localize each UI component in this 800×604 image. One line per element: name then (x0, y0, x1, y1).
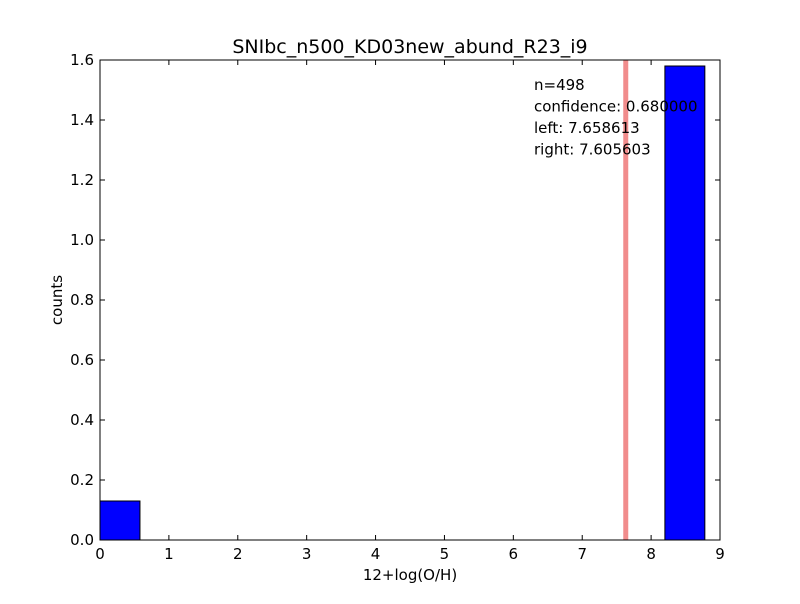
y-axis-label: counts (48, 275, 66, 325)
x-tick-label: 5 (440, 545, 450, 563)
y-tick-label: 0.0 (70, 531, 94, 549)
x-tick-label: 3 (302, 545, 312, 563)
x-tick-label: 4 (371, 545, 381, 563)
chart-title: SNIbc_n500_KD03new_abund_R23_i9 (232, 36, 587, 58)
x-tick-label: 9 (715, 545, 725, 563)
x-tick-label: 2 (233, 545, 243, 563)
y-tick-label: 1.6 (70, 51, 94, 69)
y-tick-label: 0.4 (70, 411, 94, 429)
x-tick-label: 0 (95, 545, 105, 563)
y-tick-label: 0.8 (70, 291, 94, 309)
annotation-line: left: 7.658613 (534, 119, 640, 137)
x-axis-label: 12+log(O/H) (363, 566, 457, 584)
annotation-block: n=498 confidence: 0.680000 left: 7.65861… (534, 76, 698, 159)
x-tick-label: 6 (509, 545, 519, 563)
y-tick-label: 0.6 (70, 351, 94, 369)
histogram-bar (664, 65, 706, 541)
x-tick-label: 8 (646, 545, 656, 563)
y-tick-label: 1.2 (70, 171, 94, 189)
x-tick-label: 1 (164, 545, 174, 563)
annotation-line: right: 7.605603 (534, 141, 651, 159)
annotation-line: confidence: 0.680000 (534, 98, 698, 116)
plot-area (99, 60, 706, 541)
y-tick-label: 0.2 (70, 471, 94, 489)
annotation-line: n=498 (534, 76, 585, 94)
y-tick-label: 1.0 (70, 231, 94, 249)
axis-ticks: 0 1 2 3 4 5 6 7 8 9 0.0 0.2 0.4 0.6 0.8 1.0 1.2 1.4 1.6 (70, 51, 725, 563)
x-tick-label: 7 (577, 545, 587, 563)
y-tick-label: 1.4 (70, 111, 94, 129)
histogram-bar (99, 500, 141, 541)
